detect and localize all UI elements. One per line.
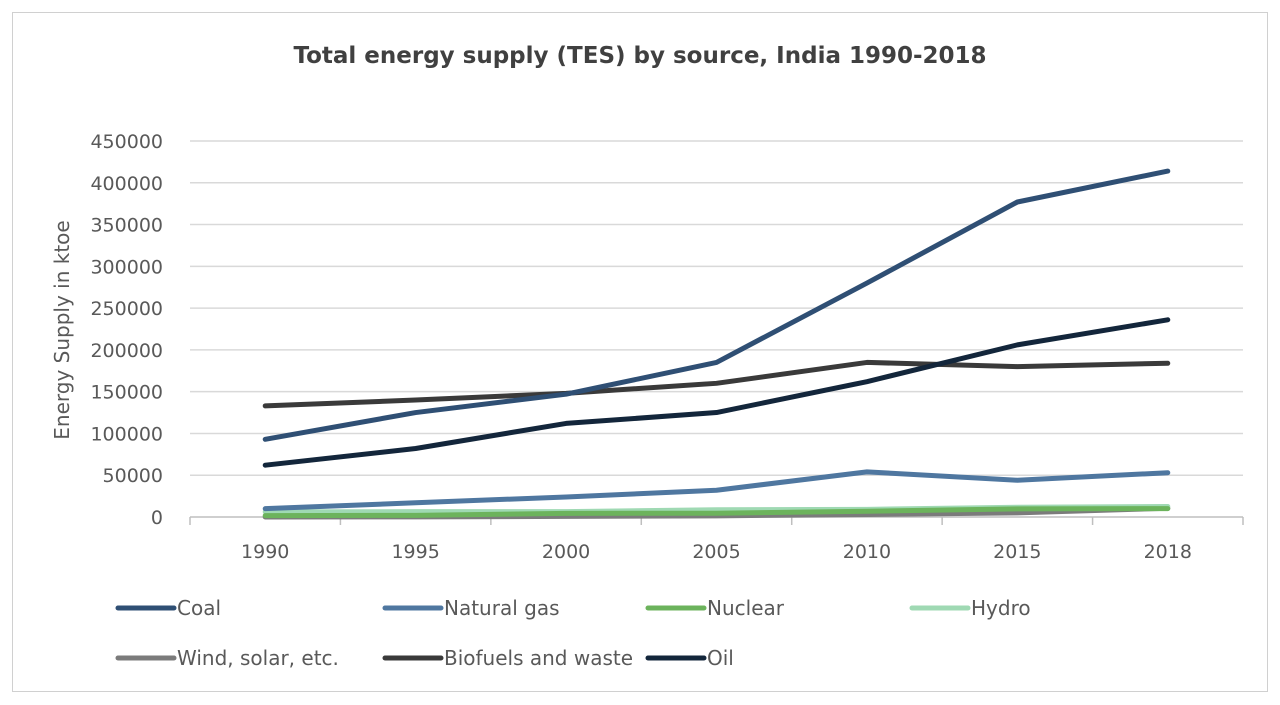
- series-line-biofuels-and-waste: [262, 359, 1171, 409]
- x-tick-label: 1995: [391, 541, 439, 563]
- y-tick-label: 450000: [90, 131, 163, 153]
- legend-label: Nuclear: [707, 596, 785, 620]
- legend-label: Natural gas: [444, 596, 560, 620]
- legend-label: Wind, solar, etc.: [177, 646, 339, 670]
- series-line-oil: [262, 317, 1171, 468]
- legend-label: Biofuels and waste: [444, 646, 633, 670]
- y-tick-label: 0: [151, 507, 163, 529]
- x-tick-label: 2005: [692, 541, 740, 563]
- y-tick-label: 50000: [103, 465, 163, 487]
- x-tick-label: 2015: [993, 541, 1041, 563]
- legend-label: Hydro: [971, 596, 1031, 620]
- legend-label: Coal: [177, 596, 221, 620]
- y-tick-label: 250000: [90, 298, 163, 320]
- chart-title: Total energy supply (TES) by source, Ind…: [293, 43, 986, 69]
- series-line-coal: [262, 168, 1171, 442]
- legend-label: Oil: [707, 646, 734, 670]
- chart-frame: [12, 12, 1268, 692]
- x-tick-label: 2010: [843, 541, 891, 563]
- y-tick-label: 350000: [90, 215, 163, 237]
- y-axis-label: Energy Supply in ktoe: [50, 220, 74, 439]
- y-tick-label: 400000: [90, 173, 163, 195]
- y-tick-label: 150000: [90, 382, 163, 404]
- x-tick-label: 2000: [542, 541, 590, 563]
- series-line-nuclear: [262, 506, 1171, 519]
- y-tick-label: 100000: [90, 423, 163, 445]
- x-tick-label: 1990: [241, 541, 289, 563]
- series-line-natural-gas: [262, 469, 1171, 512]
- y-tick-label: 300000: [90, 256, 163, 278]
- x-tick-label: 2018: [1144, 541, 1192, 563]
- y-tick-label: 200000: [90, 340, 163, 362]
